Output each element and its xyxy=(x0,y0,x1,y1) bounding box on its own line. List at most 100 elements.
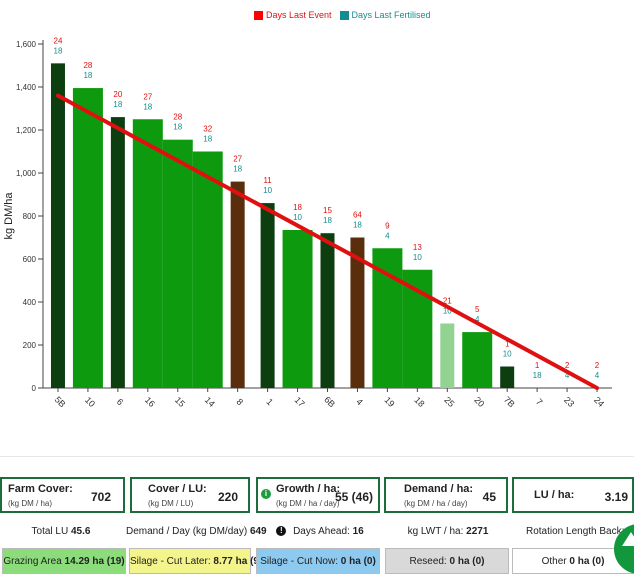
x-tick-label: 5B xyxy=(53,394,68,409)
cover-lu-card[interactable]: Cover / LU: (kg DM / LU) 220 xyxy=(130,477,250,513)
days-last-event-label: 27 xyxy=(143,92,152,101)
stats-row: Total LU 45.6 Demand / Day (kg DM/day) 6… xyxy=(0,520,634,544)
arrow-up-icon xyxy=(622,532,634,546)
days-last-fertilised-label: 10 xyxy=(263,186,272,195)
demand-day-label: Demand / Day (kg DM/day) xyxy=(126,526,248,537)
divider xyxy=(0,456,634,457)
scroll-up-button[interactable] xyxy=(614,524,634,574)
days-last-event-label: 24 xyxy=(54,36,63,45)
days-last-event-label: 11 xyxy=(263,176,272,185)
legend-item-days-last-fertilised[interactable]: Days Last Fertilised xyxy=(339,10,431,20)
info-icon[interactable]: i xyxy=(261,489,271,499)
days-ahead-stat: ! Days Ahead: 16 xyxy=(256,520,384,544)
grazing-area-cell[interactable]: Grazing Area 14.29 ha (19) xyxy=(2,548,126,574)
legend-item-days-last-event[interactable]: Days Last Event xyxy=(254,10,332,20)
days-ahead-value: 16 xyxy=(352,526,364,537)
farm-cover-unit: (kg DM / ha) xyxy=(8,499,53,508)
reseed-cell[interactable]: Reseed: 0 ha (0) xyxy=(385,548,509,574)
days-last-event-label: 27 xyxy=(233,155,242,164)
bar xyxy=(462,332,493,388)
y-tick-label: 1,200 xyxy=(16,126,37,135)
demand-day-stat: Demand / Day (kg DM/day) 649 xyxy=(126,520,267,544)
x-tick-label: 18 xyxy=(412,395,426,409)
days-last-event-label: 64 xyxy=(353,211,362,220)
total-lu-label: Total LU xyxy=(31,526,69,537)
growth-card[interactable]: i Growth / ha: (kg DM / ha / day) 55 (46… xyxy=(256,477,380,513)
area-row: Grazing Area 14.29 ha (19) Silage - Cut … xyxy=(0,548,634,574)
days-last-fertilised-label: 18 xyxy=(203,135,212,144)
x-tick-label: 23 xyxy=(562,395,576,409)
farm-cover-value: 702 xyxy=(90,490,111,504)
other-label: Other xyxy=(541,556,567,567)
legend-swatch-fertilised xyxy=(339,10,349,20)
bar xyxy=(192,151,223,388)
silage-now-label: Silage - Cut Now: xyxy=(260,556,338,567)
total-lu-stat: Total LU 45.6 xyxy=(0,520,122,544)
cover-lu-value: 220 xyxy=(217,490,238,504)
bar xyxy=(500,366,515,388)
days-last-event-label: 15 xyxy=(323,206,332,215)
farm-cover-card[interactable]: Farm Cover: (kg DM / ha) 702 xyxy=(0,477,125,513)
lu-ha-value: 3.19 xyxy=(604,490,628,504)
grazing-area-label: Grazing Area xyxy=(3,556,62,567)
x-tick-label: 15 xyxy=(173,395,187,409)
silage-later-label: Silage - Cut Later: xyxy=(130,556,211,567)
x-tick-label: 1 xyxy=(264,397,275,408)
kg-lwt-stat: kg LWT / ha: 2271 xyxy=(384,520,512,544)
days-last-event-label: 13 xyxy=(413,243,422,252)
grazing-area-value: 14.29 ha (19) xyxy=(64,556,125,567)
demand-unit: (kg DM / ha / day) xyxy=(404,499,468,508)
x-tick-label: 7B xyxy=(502,394,517,409)
x-tick-label: 24 xyxy=(592,395,606,409)
y-tick-label: 200 xyxy=(23,341,37,350)
bar xyxy=(162,139,193,388)
growth-title: Growth / ha: xyxy=(276,483,341,495)
growth-unit: (kg DM / ha / day) xyxy=(276,499,340,508)
y-tick-label: 800 xyxy=(23,212,37,221)
x-tick-label: 17 xyxy=(293,395,307,409)
y-tick-label: 1,600 xyxy=(16,40,37,49)
days-last-fertilised-label: 18 xyxy=(54,46,63,55)
x-tick-label: 7 xyxy=(534,397,545,408)
days-last-event-label: 28 xyxy=(173,113,182,122)
days-last-fertilised-label: 18 xyxy=(353,221,362,230)
days-last-event-label: 21 xyxy=(443,297,452,306)
days-last-event-label: 1 xyxy=(505,340,510,349)
bar xyxy=(110,117,125,388)
days-last-event-label: 20 xyxy=(113,90,122,99)
bar xyxy=(320,233,335,388)
days-last-fertilised-label: 18 xyxy=(83,71,92,80)
x-tick-label: 19 xyxy=(382,395,396,409)
days-last-event-label: 5 xyxy=(475,305,480,314)
demand-value: 45 xyxy=(482,490,496,504)
days-last-event-label: 18 xyxy=(293,203,302,212)
bar xyxy=(350,237,365,388)
x-tick-label: 16 xyxy=(143,395,157,409)
alert-icon[interactable]: ! xyxy=(276,526,287,537)
x-tick-label: 8 xyxy=(234,397,245,408)
lu-ha-card[interactable]: LU / ha: 3.19 xyxy=(512,477,634,513)
cover-lu-title: Cover / LU: xyxy=(148,483,207,495)
silage-later-value: 8.77 ha (9) xyxy=(213,556,263,567)
other-cell[interactable]: Other 0 ha (0) xyxy=(512,548,634,574)
demand-day-value: 649 xyxy=(249,526,267,537)
y-tick-label: 600 xyxy=(23,255,37,264)
days-last-fertilised-label: 10 xyxy=(443,307,452,316)
legend-label-fertilised: Days Last Fertilised xyxy=(351,10,431,20)
days-last-fertilised-label: 4 xyxy=(385,231,390,240)
total-lu-value: 45.6 xyxy=(71,526,91,537)
silage-later-cell[interactable]: Silage - Cut Later: 8.77 ha (9) xyxy=(129,548,262,574)
x-tick-label: 10 xyxy=(83,395,97,409)
silage-now-value: 0 ha (0) xyxy=(340,556,376,567)
chart-legend: Days Last Event Days Last Fertilised xyxy=(254,10,431,20)
demand-card[interactable]: Demand / ha: (kg DM / ha / day) 45 xyxy=(384,477,508,513)
bar xyxy=(372,248,403,388)
legend-swatch-event xyxy=(254,10,263,20)
y-tick-label: 1,400 xyxy=(16,83,37,92)
legend-label-event: Days Last Event xyxy=(266,10,332,20)
days-last-fertilised-label: 10 xyxy=(293,213,302,222)
y-tick-label: 400 xyxy=(23,298,37,307)
kg-lwt-value: 2271 xyxy=(466,526,489,537)
days-last-fertilised-label: 18 xyxy=(173,123,182,132)
silage-now-cell[interactable]: Silage - Cut Now: 0 ha (0) xyxy=(256,548,380,574)
